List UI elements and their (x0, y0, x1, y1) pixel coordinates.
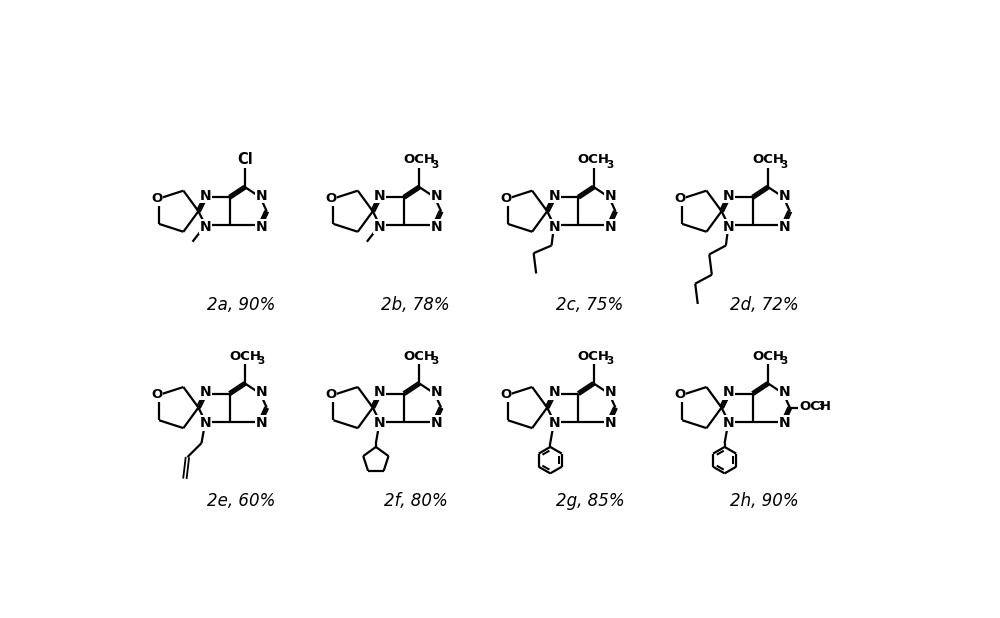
Text: N: N (256, 188, 268, 203)
Text: N: N (256, 220, 268, 234)
Text: N: N (430, 220, 442, 234)
Text: N: N (430, 416, 442, 430)
Text: O: O (151, 192, 162, 205)
Text: 3: 3 (606, 159, 613, 169)
Text: 2a, 90%: 2a, 90% (207, 296, 275, 314)
Text: 2b, 78%: 2b, 78% (381, 296, 450, 314)
Text: N: N (723, 385, 734, 399)
Text: N: N (374, 220, 386, 234)
Text: 3: 3 (817, 400, 824, 410)
Text: N: N (200, 416, 211, 430)
Text: N: N (256, 416, 268, 430)
Text: N: N (548, 220, 560, 234)
Text: OCH: OCH (578, 153, 610, 166)
Text: 2f, 80%: 2f, 80% (384, 493, 448, 510)
Text: Cl: Cl (237, 152, 253, 167)
Text: N: N (430, 188, 442, 203)
Text: N: N (374, 385, 386, 399)
Text: N: N (548, 188, 560, 203)
Text: O: O (151, 388, 162, 401)
Text: N: N (548, 416, 560, 430)
Text: N: N (548, 385, 560, 399)
Text: O: O (674, 388, 686, 401)
Text: N: N (605, 385, 616, 399)
Text: OCH: OCH (752, 153, 784, 166)
Text: OCH: OCH (403, 153, 435, 166)
Text: 3: 3 (606, 356, 613, 366)
Text: N: N (779, 188, 791, 203)
Text: OCH: OCH (578, 350, 610, 363)
Text: O: O (326, 388, 337, 401)
Text: 2e, 60%: 2e, 60% (207, 493, 275, 510)
Text: 3: 3 (257, 356, 265, 366)
Text: N: N (374, 188, 386, 203)
Text: 3: 3 (780, 159, 788, 169)
Text: 2c, 75%: 2c, 75% (556, 296, 624, 314)
Text: OCH: OCH (800, 399, 832, 413)
Text: N: N (723, 220, 734, 234)
Text: OCH: OCH (403, 350, 435, 363)
Text: N: N (200, 385, 211, 399)
Text: N: N (200, 188, 211, 203)
Text: N: N (605, 416, 616, 430)
Text: N: N (723, 416, 734, 430)
Text: N: N (605, 220, 616, 234)
Text: N: N (723, 188, 734, 203)
Text: N: N (430, 385, 442, 399)
Text: O: O (500, 388, 511, 401)
Text: 3: 3 (432, 356, 439, 366)
Text: N: N (256, 385, 268, 399)
Text: N: N (779, 416, 791, 430)
Text: 2g, 85%: 2g, 85% (556, 493, 624, 510)
Text: O: O (674, 192, 686, 205)
Text: OCH: OCH (752, 350, 784, 363)
Text: N: N (374, 416, 386, 430)
Text: N: N (779, 385, 791, 399)
Text: O: O (326, 192, 337, 205)
Text: 2d, 72%: 2d, 72% (730, 296, 799, 314)
Text: 3: 3 (780, 356, 788, 366)
Text: OCH: OCH (229, 350, 261, 363)
Text: 3: 3 (432, 159, 439, 169)
Text: N: N (605, 188, 616, 203)
Text: 2h, 90%: 2h, 90% (730, 493, 799, 510)
Text: N: N (200, 220, 211, 234)
Text: O: O (500, 192, 511, 205)
Text: N: N (779, 220, 791, 234)
